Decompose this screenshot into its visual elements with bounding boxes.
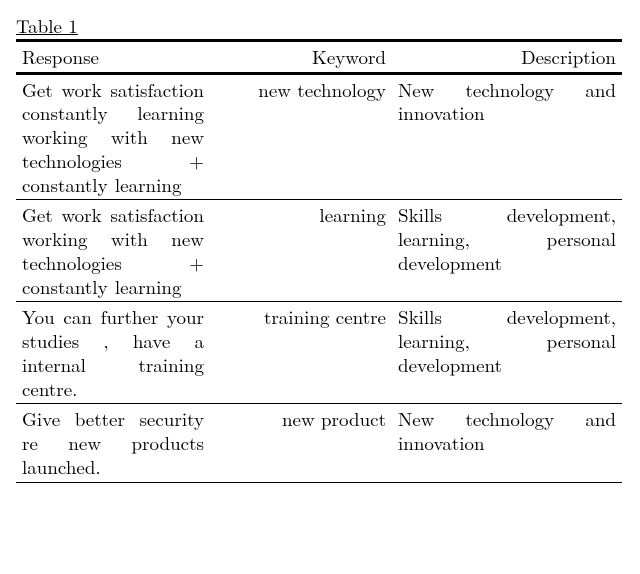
- col-header-description: Description: [392, 41, 622, 73]
- table-row: Give better security re new products lau…: [16, 404, 622, 482]
- col-header-keyword: Keyword: [210, 41, 392, 73]
- table-1: Response Keyword Description Get work sa…: [16, 39, 622, 483]
- cell-response: Get work satisfaction constantly learnin…: [16, 74, 210, 200]
- cell-keyword: new technology: [210, 74, 392, 200]
- table-head: Response Keyword Description: [16, 39, 622, 74]
- cell-keyword: training centre: [210, 302, 392, 404]
- cell-response: Give better security re new products lau…: [16, 404, 210, 482]
- table-body: Get work satisfaction constantly learnin…: [16, 74, 622, 483]
- cell-response: You can further your studies , have a in…: [16, 302, 210, 404]
- table-row: Get work satisfaction working with new t…: [16, 200, 622, 302]
- cell-keyword: new product: [210, 404, 392, 482]
- col-header-response: Response: [16, 41, 210, 73]
- cell-description: New technology and innovation: [392, 404, 622, 482]
- cell-description: Skills development, learning, personal d…: [392, 302, 622, 404]
- cell-keyword: learning: [210, 200, 392, 302]
- cell-response: Get work satisfaction working with new t…: [16, 200, 210, 302]
- table-bottom-rule: [16, 482, 622, 483]
- table-caption: Table 1: [16, 14, 624, 38]
- cell-description: New technology and innovation: [392, 74, 622, 200]
- table-row: You can further your studies , have a in…: [16, 302, 622, 404]
- table-row: Get work satisfaction constantly learnin…: [16, 74, 622, 200]
- cell-description: Skills development, learning, personal d…: [392, 200, 622, 302]
